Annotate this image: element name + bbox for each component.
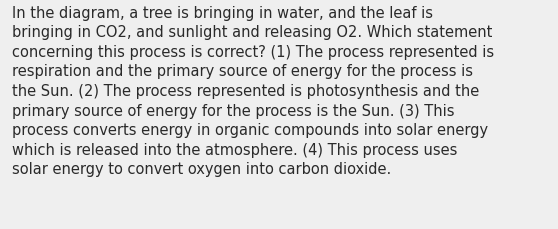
Text: In the diagram, a tree is bringing in water, and the leaf is
bringing in CO2, an: In the diagram, a tree is bringing in wa…: [12, 6, 494, 177]
